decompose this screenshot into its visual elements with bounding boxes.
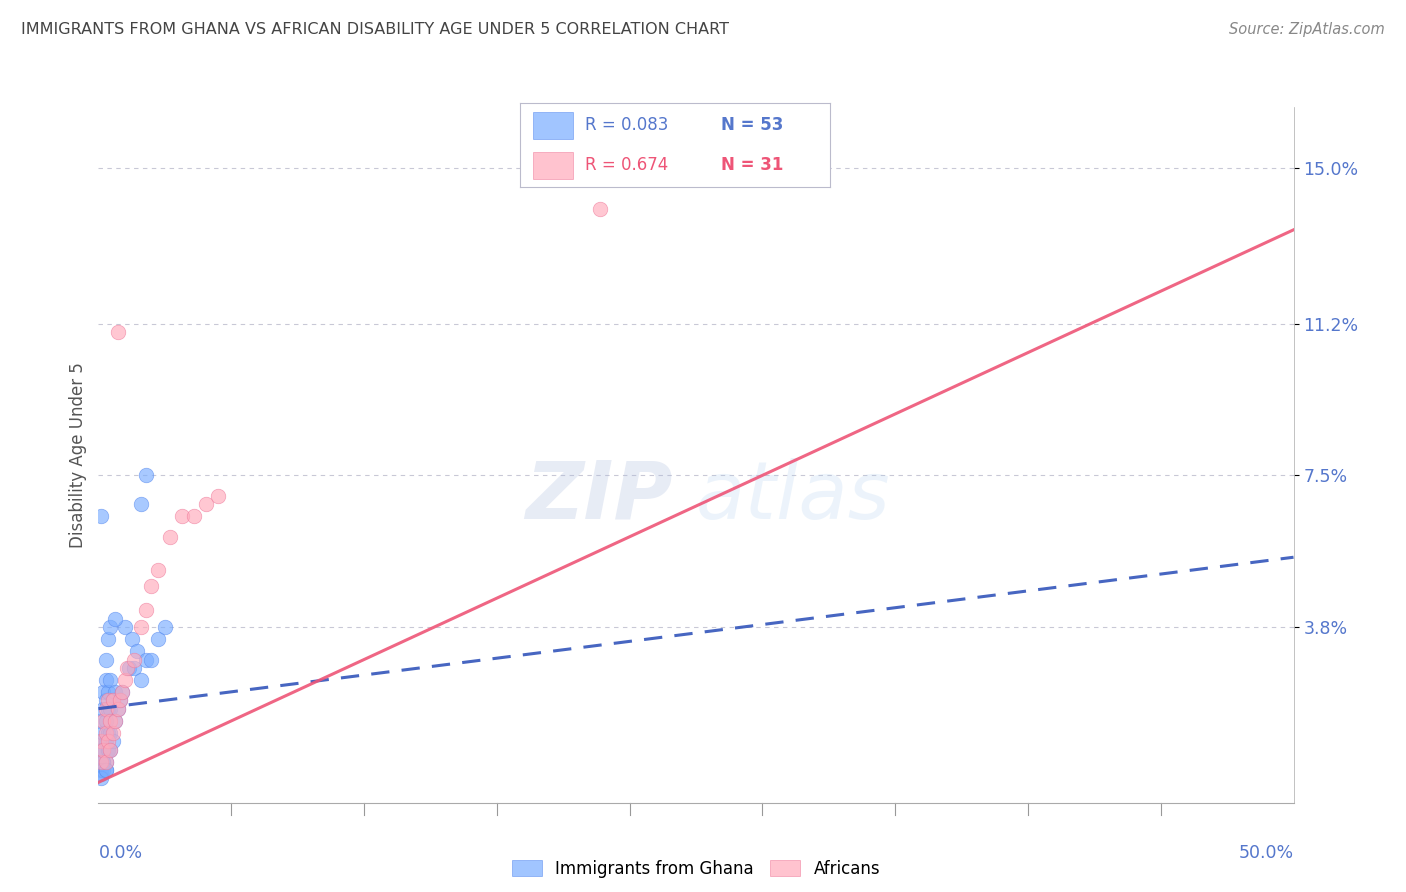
Y-axis label: Disability Age Under 5: Disability Age Under 5 <box>69 362 87 548</box>
Point <box>98 742 122 756</box>
Point <box>139 579 162 593</box>
Point <box>90 734 112 748</box>
Point <box>107 325 129 339</box>
Point <box>107 701 129 715</box>
Point <box>135 652 157 666</box>
Point <box>94 755 117 769</box>
Point <box>104 612 127 626</box>
FancyBboxPatch shape <box>533 152 572 178</box>
Point <box>98 673 122 687</box>
Point <box>90 742 112 756</box>
Point <box>91 742 114 756</box>
Point <box>124 661 146 675</box>
Point <box>114 673 136 687</box>
Point <box>91 685 114 699</box>
Point <box>91 755 114 769</box>
Text: Source: ZipAtlas.com: Source: ZipAtlas.com <box>1229 22 1385 37</box>
Point <box>107 701 129 715</box>
Text: 50.0%: 50.0% <box>1239 844 1294 862</box>
Point <box>90 734 112 748</box>
Point <box>90 771 112 785</box>
Point <box>94 693 117 707</box>
Point <box>148 632 170 646</box>
Point <box>90 714 112 728</box>
Point <box>155 620 177 634</box>
Point <box>101 693 124 707</box>
Point <box>118 661 141 675</box>
Point <box>91 742 114 756</box>
Point <box>131 673 153 687</box>
Text: R = 0.083: R = 0.083 <box>585 117 668 135</box>
Point <box>125 644 148 658</box>
Point <box>91 701 114 715</box>
Point <box>104 685 127 699</box>
Point <box>91 726 114 740</box>
Text: atlas: atlas <box>696 458 891 536</box>
Point <box>115 661 138 675</box>
Point <box>98 701 122 715</box>
Point <box>94 701 117 715</box>
Text: IMMIGRANTS FROM GHANA VS AFRICAN DISABILITY AGE UNDER 5 CORRELATION CHART: IMMIGRANTS FROM GHANA VS AFRICAN DISABIL… <box>21 22 730 37</box>
Point <box>94 726 117 740</box>
Point <box>97 734 120 748</box>
Point <box>91 755 114 769</box>
Point <box>91 763 114 777</box>
Point <box>108 693 131 707</box>
Point <box>104 714 127 728</box>
Point <box>94 652 117 666</box>
Point <box>135 603 157 617</box>
Legend: Immigrants from Ghana, Africans: Immigrants from Ghana, Africans <box>512 860 880 878</box>
Point <box>90 509 112 524</box>
Point <box>94 714 117 728</box>
Point <box>97 693 120 707</box>
Point <box>101 693 124 707</box>
Point <box>98 620 122 634</box>
Point <box>101 726 124 740</box>
Point <box>111 685 134 699</box>
Point <box>94 763 117 777</box>
Point <box>97 632 120 646</box>
Point <box>108 693 131 707</box>
Point <box>589 202 612 217</box>
Point <box>207 489 229 503</box>
Point <box>90 755 112 769</box>
Point <box>111 685 134 699</box>
Point <box>159 530 181 544</box>
Point <box>97 701 120 715</box>
Point <box>139 652 162 666</box>
Point <box>121 632 143 646</box>
Text: N = 31: N = 31 <box>721 156 783 174</box>
Point <box>98 714 122 728</box>
Point <box>91 714 114 728</box>
Point <box>90 763 112 777</box>
Point <box>90 767 112 781</box>
FancyBboxPatch shape <box>533 112 572 139</box>
Text: ZIP: ZIP <box>524 458 672 536</box>
Text: 0.0%: 0.0% <box>98 844 142 862</box>
Point <box>94 755 117 769</box>
Point <box>114 620 136 634</box>
Point <box>183 509 205 524</box>
Point <box>90 755 112 769</box>
Point <box>98 726 122 740</box>
Point <box>194 497 217 511</box>
Point <box>131 620 153 634</box>
Point <box>135 468 157 483</box>
Point <box>101 734 124 748</box>
Point <box>98 742 122 756</box>
Point <box>97 742 120 756</box>
Point <box>94 673 117 687</box>
Text: N = 53: N = 53 <box>721 117 783 135</box>
Point <box>104 714 127 728</box>
Point <box>131 497 153 511</box>
Point <box>94 763 117 777</box>
Text: R = 0.674: R = 0.674 <box>585 156 668 174</box>
Point <box>148 562 170 576</box>
Point <box>97 685 120 699</box>
Point <box>124 652 146 666</box>
Point <box>94 734 117 748</box>
Point <box>97 726 120 740</box>
Point <box>172 509 194 524</box>
